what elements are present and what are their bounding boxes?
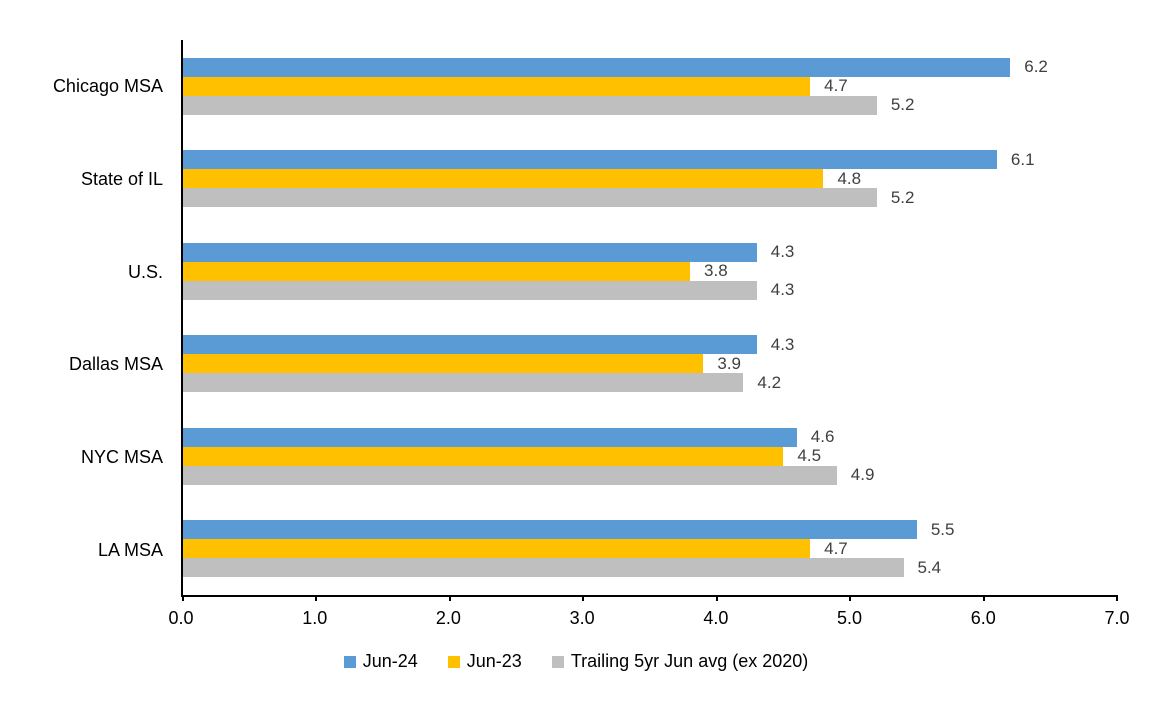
x-axis-tick-mark <box>715 595 718 601</box>
x-axis-tick-mark <box>849 595 852 601</box>
bar-trailing-5yr-jun-avg-ex-2020- <box>183 95 877 115</box>
bar-jun-23 <box>183 354 704 374</box>
bar-trailing-5yr-jun-avg-ex-2020- <box>183 465 837 485</box>
category-label: Dallas MSA <box>68 354 163 375</box>
bar-value-label: 5.2 <box>890 95 915 115</box>
x-axis-tick-mark <box>182 595 184 601</box>
bar-value-label: 4.3 <box>770 242 795 262</box>
x-axis-ticks <box>182 595 1118 602</box>
category-label: NYC MSA <box>80 447 163 468</box>
bar-value-label: 4.3 <box>770 280 795 300</box>
chart-row: 4.6 4.5 4.9 <box>183 410 1117 503</box>
bar-jun-23 <box>183 76 811 96</box>
bar-trailing-5yr-jun-avg-ex-2020- <box>183 558 904 578</box>
x-axis-tick-label: 7.0 <box>1104 608 1130 628</box>
category-label: LA MSA <box>97 540 163 561</box>
legend-swatch-icon <box>447 655 460 668</box>
plot-rows: 6.2 4.7 5.2 6.1 4.8 5.2 4.3 3.8 4.3 4.3 3.9 4.2 4.6 4… <box>183 40 1117 595</box>
chart-row: 4.3 3.9 4.2 <box>183 318 1117 411</box>
bar-jun-23 <box>183 261 691 281</box>
bar-line: 4.3 <box>183 334 1117 355</box>
bar-value-label: 3.9 <box>717 353 741 373</box>
category-label: State of IL <box>80 168 163 189</box>
legend-label: Trailing 5yr Jun avg (ex 2020) <box>570 651 809 671</box>
legend-item-trailing-5yr-jun-avg-ex-2020-: Trailing 5yr Jun avg (ex 2020) <box>551 651 809 672</box>
bar-line: 4.2 <box>183 372 1117 393</box>
x-axis-tick-label: 1.0 <box>302 608 328 628</box>
x-axis-tick-mark <box>582 595 585 601</box>
bar-value-label: 6.1 <box>1010 149 1035 169</box>
bar-value-label: 6.2 <box>1024 57 1048 77</box>
x-axis-tick-mark <box>1116 595 1118 601</box>
bar-line: 4.9 <box>183 465 1117 485</box>
x-axis-tick-label: 3.0 <box>569 608 595 628</box>
bar-value-label: 4.3 <box>770 334 795 354</box>
bar-line: 4.6 <box>183 427 1117 447</box>
bar-jun-24 <box>183 335 757 355</box>
x-axis-labels: 0.0 1.0 2.0 3.0 4.0 5.0 6.0 7.0 <box>168 608 1129 632</box>
legend: Jun-24 Jun-23 Trailing 5yr Jun avg (ex 202… <box>0 651 1152 672</box>
bar-line: 5.2 <box>183 187 1117 208</box>
x-axis-tick-label: 0.0 <box>168 608 194 628</box>
legend-swatch-icon <box>551 655 564 668</box>
category-label: U.S. <box>127 261 163 282</box>
x-axis-tick-mark <box>448 595 451 601</box>
category-axis: Chicago MSA State of IL U.S. Dallas MSA NYC … <box>0 40 163 597</box>
x-axis-tick-mark <box>315 595 318 601</box>
bar-value-label: 5.2 <box>890 187 915 207</box>
bar-line: 5.5 <box>183 519 1117 540</box>
bar-value-label: 4.5 <box>797 446 822 466</box>
bar-value-label: 3.8 <box>704 261 728 281</box>
bar-jun-23 <box>183 539 811 559</box>
bar-jun-24 <box>183 150 997 170</box>
x-axis-tick-mark <box>982 595 985 601</box>
chart-row: 6.2 4.7 5.2 <box>183 40 1117 133</box>
bar-value-label: 4.7 <box>824 76 848 96</box>
bar-line: 3.9 <box>183 353 1117 374</box>
chart-row: 5.5 4.7 5.4 <box>183 503 1117 596</box>
bar-value-label: 4.7 <box>824 538 848 558</box>
bar-value-label: 5.4 <box>917 557 942 577</box>
x-axis-tick-label: 4.0 <box>703 608 729 628</box>
bar-line: 4.3 <box>183 280 1117 300</box>
bar-line: 4.8 <box>183 168 1117 189</box>
bar-value-label: 4.6 <box>810 427 835 447</box>
plot-area: 6.2 4.7 5.2 6.1 4.8 5.2 4.3 3.8 4.3 4.3 3.9 4.2 4.6 4… <box>181 40 1118 601</box>
bar-value-label: 4.2 <box>757 372 782 392</box>
bar-line: 4.7 <box>183 76 1117 96</box>
legend-swatch-icon <box>343 655 356 668</box>
x-axis-tick-label: 5.0 <box>837 608 863 628</box>
legend-item-jun-24: Jun-24 <box>343 651 418 672</box>
bar-value-label: 5.5 <box>930 519 955 539</box>
bar-line: 4.3 <box>183 242 1117 262</box>
x-axis-tick-label: 6.0 <box>970 608 996 628</box>
bar-jun-24 <box>183 242 757 262</box>
legend-label: Jun-23 <box>466 651 522 671</box>
bar-line: 4.5 <box>183 446 1117 466</box>
bar-line: 5.4 <box>183 557 1117 578</box>
category-label: Chicago MSA <box>52 75 163 96</box>
bar-jun-23 <box>183 169 824 189</box>
bar-jun-24 <box>183 520 917 540</box>
legend-label: Jun-24 <box>362 651 418 671</box>
bar-line: 6.2 <box>183 57 1117 77</box>
bar-trailing-5yr-jun-avg-ex-2020- <box>183 188 877 208</box>
x-axis-tick-label: 2.0 <box>435 608 461 628</box>
bar-value-label: 4.8 <box>837 168 862 188</box>
bar-value-label: 4.9 <box>850 465 875 485</box>
chart-row: 4.3 3.8 4.3 <box>183 225 1117 318</box>
bar-line: 6.1 <box>183 149 1117 170</box>
bar-trailing-5yr-jun-avg-ex-2020- <box>183 373 744 393</box>
bar-jun-24 <box>183 427 797 447</box>
bar-line: 4.7 <box>183 538 1117 559</box>
bar-trailing-5yr-jun-avg-ex-2020- <box>183 280 757 300</box>
chart-row: 6.1 4.8 5.2 <box>183 133 1117 226</box>
bar-jun-24 <box>183 57 1011 77</box>
bar-line: 3.8 <box>183 261 1117 281</box>
legend-item-jun-23: Jun-23 <box>447 651 522 672</box>
bar-jun-23 <box>183 446 784 466</box>
bar-line: 5.2 <box>183 95 1117 115</box>
